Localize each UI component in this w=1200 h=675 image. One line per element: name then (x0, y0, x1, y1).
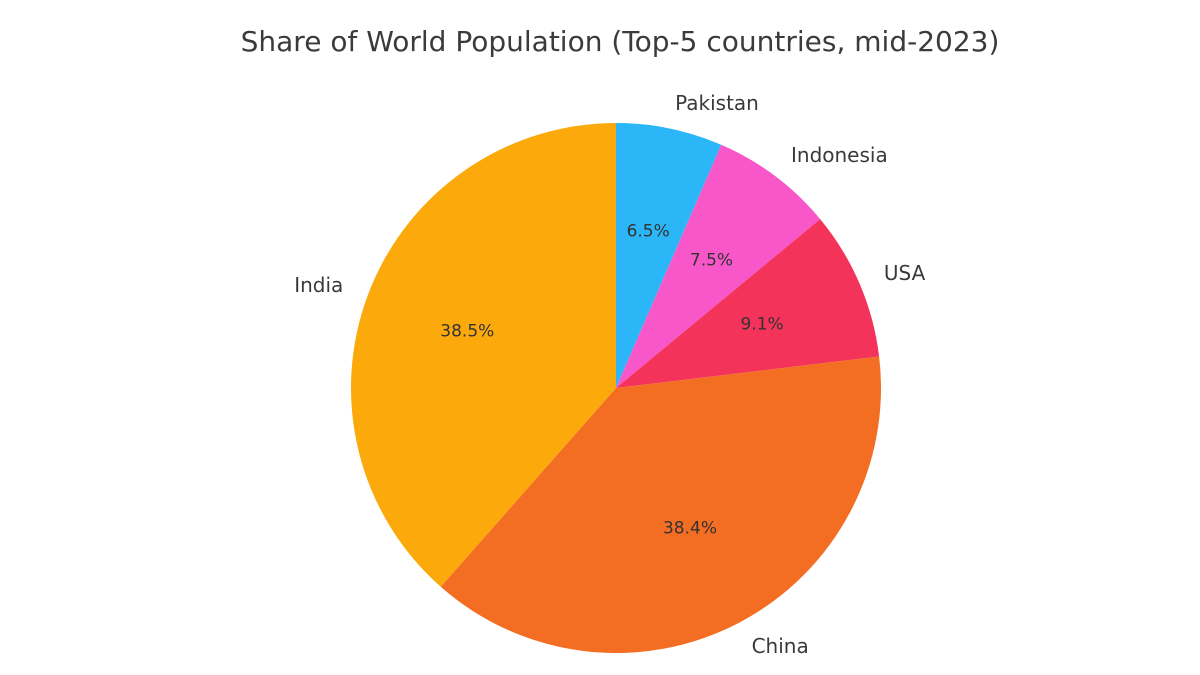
slice-label-india: India (294, 273, 344, 297)
slice-label-pakistan: Pakistan (675, 90, 759, 115)
pct-label-india: 38.5% (440, 321, 495, 342)
pie-slice-china (440, 356, 881, 653)
pct-label-usa: 9.1% (740, 314, 784, 335)
chart-title: Share of World Population (Top-5 countri… (240, 25, 1000, 58)
pct-label-indonesia: 7.5% (689, 250, 734, 271)
pct-label-pakistan: 6.5% (626, 221, 670, 242)
pie-slice-indonesia (616, 144, 821, 388)
pie-slice-india (350, 123, 616, 587)
slice-label-china: China (751, 634, 809, 658)
slice-label-usa: USA (883, 261, 926, 286)
slice-label-indonesia: Indonesia (791, 142, 888, 167)
pie-slice-pakistan (616, 123, 722, 388)
pct-label-china: 38.4% (662, 518, 718, 539)
pie-slice-usa (616, 219, 880, 388)
